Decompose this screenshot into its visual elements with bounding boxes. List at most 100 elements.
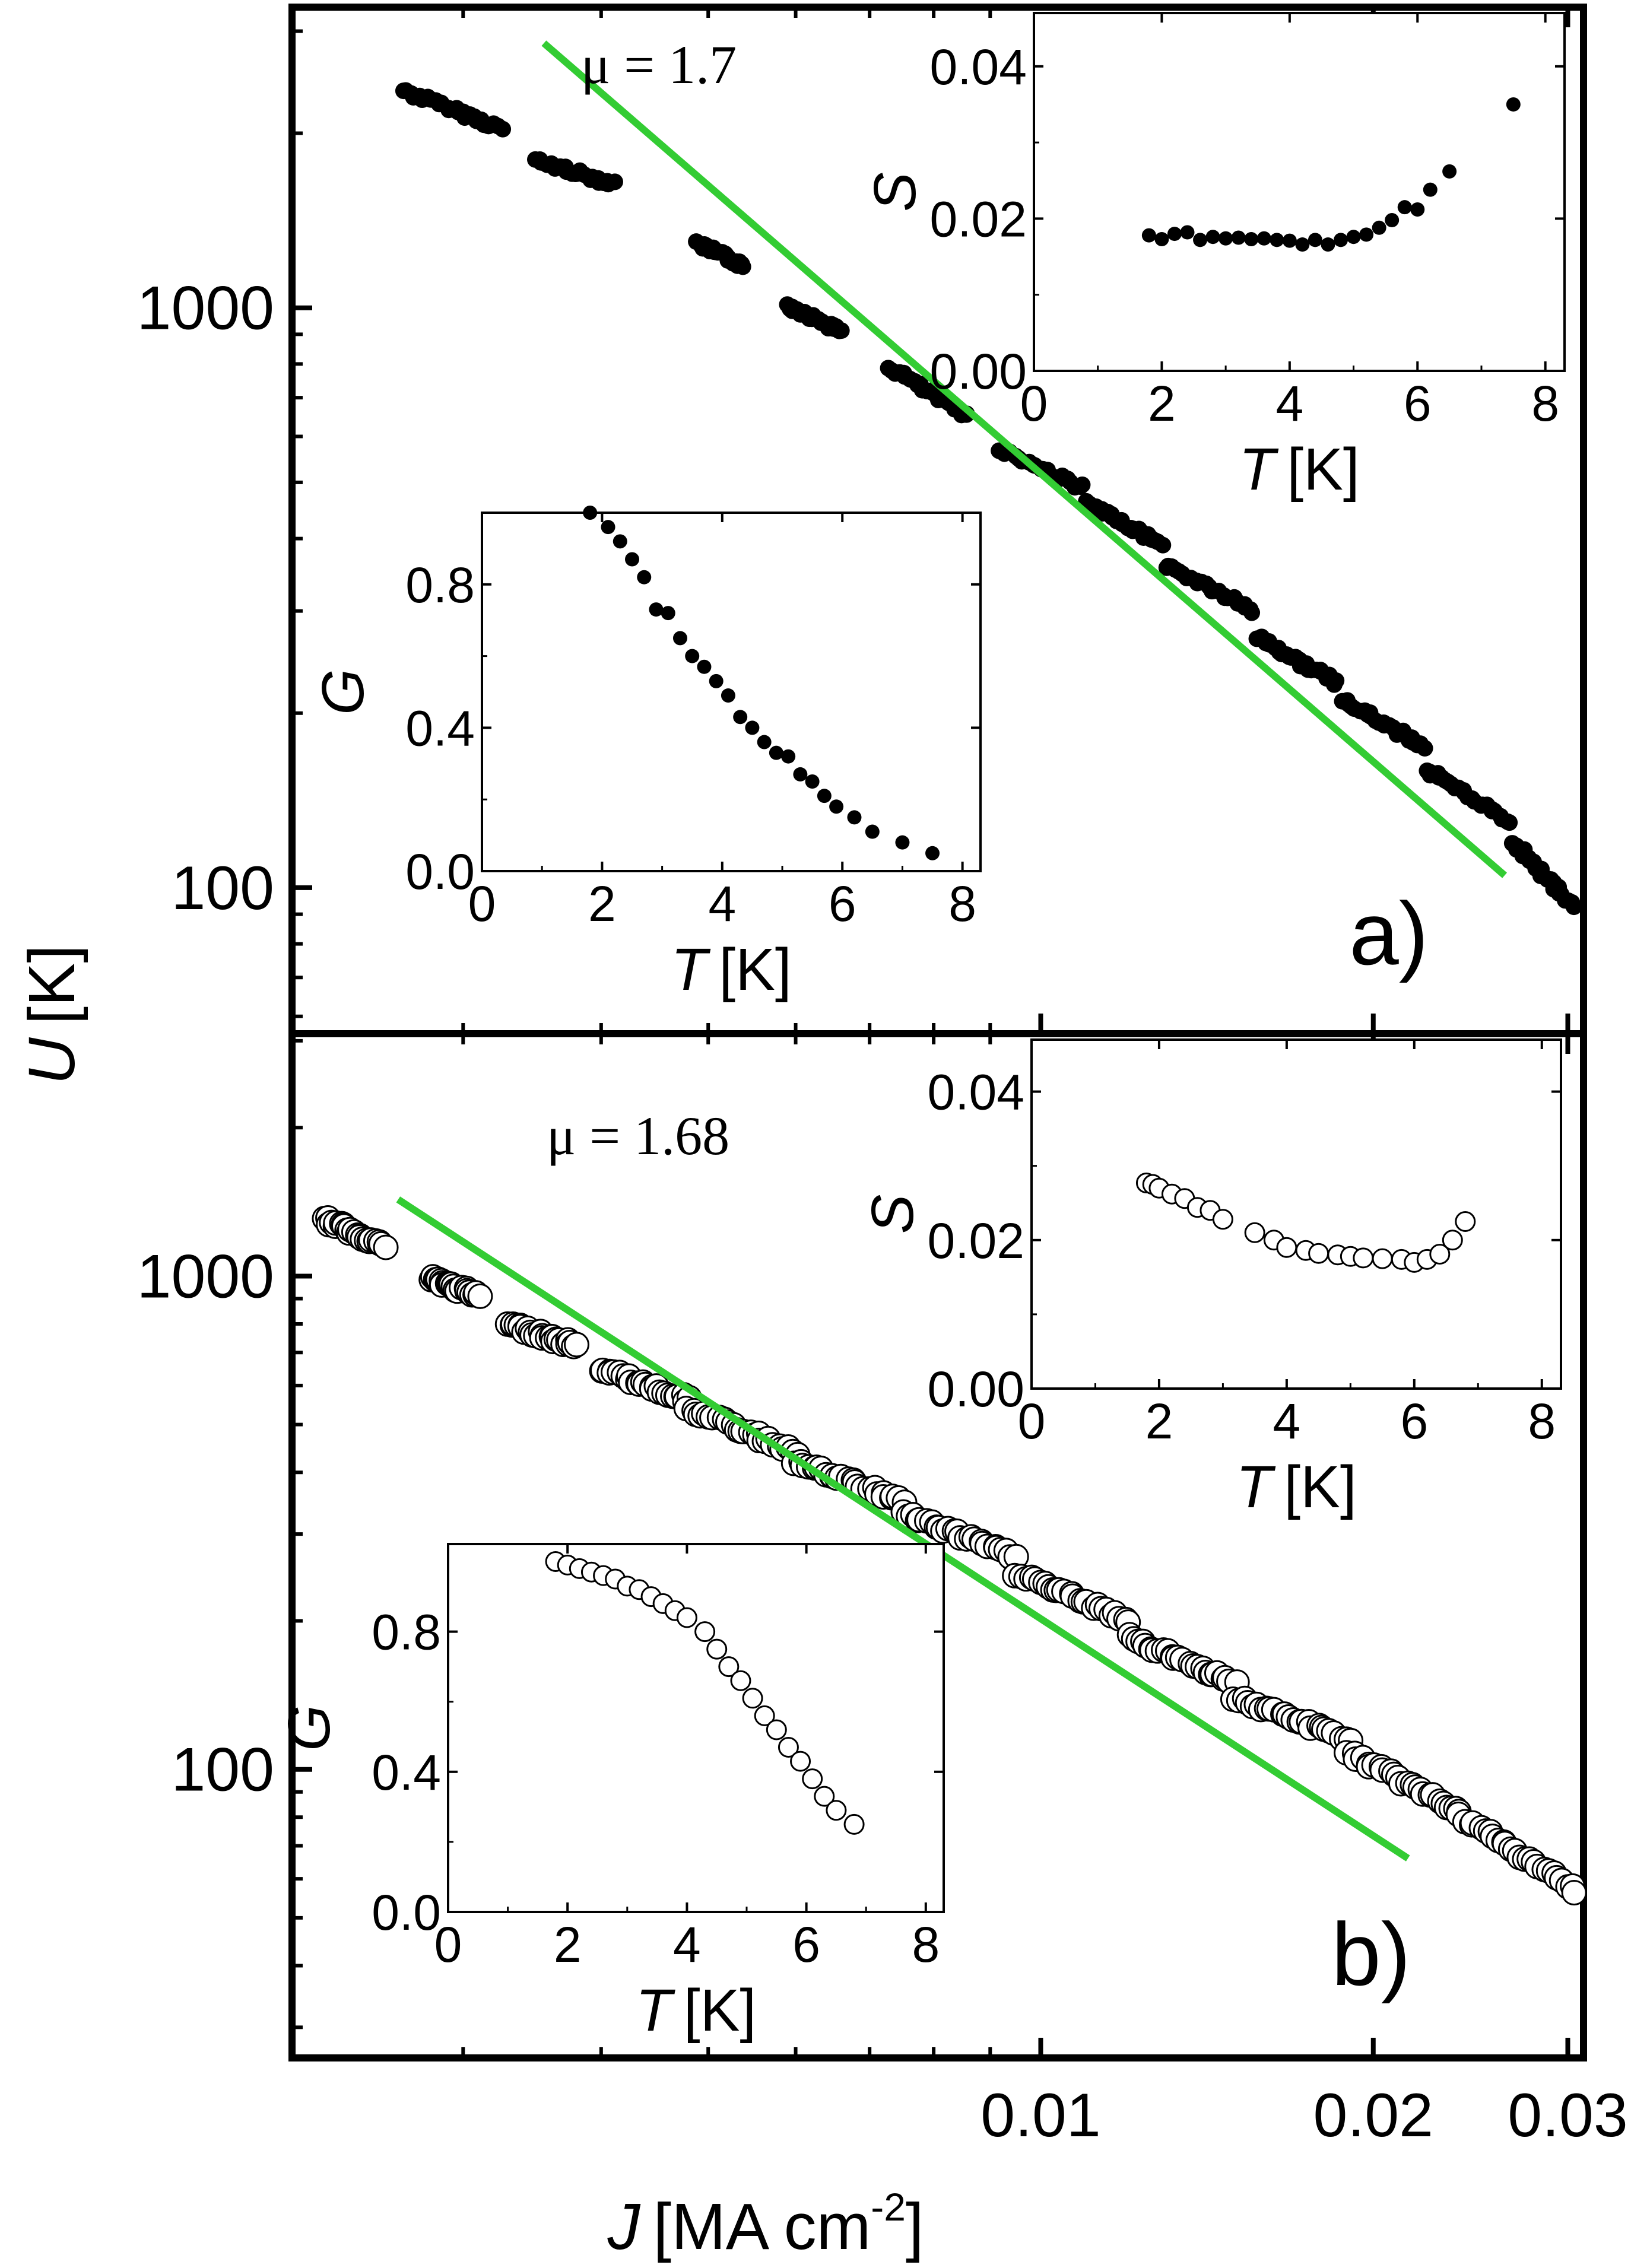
panel-a-inset-S-data-point	[1334, 233, 1348, 247]
x-tick-label: 0.03	[1508, 2081, 1627, 2150]
panel-b-inset-G-data-point	[843, 1813, 865, 1835]
panel-a-inset-G-data-point	[847, 810, 862, 825]
panel-a-inset-S-y-tick-label: 0.00	[930, 344, 1027, 399]
panel-b-inset-G-data-point	[676, 1607, 697, 1628]
panel-a-inset-G-y-tick-label: 0.0	[405, 844, 475, 900]
panel-a-inset-S-x-tick-label: 4	[1275, 376, 1303, 431]
panel-b-fit-line	[396, 1196, 1410, 1862]
panel-a-inset-G-data-point	[583, 506, 598, 520]
panel-a-inset-G-data-point	[625, 552, 640, 567]
panel-a-inset-S-data-point	[1141, 228, 1156, 243]
panel-a-inset-S-data-point	[1270, 233, 1284, 247]
panel-a-inset-S-y-tick-label: 0.02	[930, 191, 1027, 247]
panel-b-frame	[288, 1030, 1587, 2061]
panel-a-inset-G-data-point	[895, 835, 910, 850]
panel-b-inset-S-y-tick-label: 0.04	[928, 1065, 1025, 1120]
panel-b-inset-G-data-point	[754, 1705, 775, 1726]
panel-b-inset-G-data-point	[790, 1751, 811, 1772]
panel-a-data-point	[494, 120, 512, 138]
panel-a-inset-G-data-point	[613, 534, 627, 549]
panel-a-inset-S-y-axis-label: S	[862, 172, 928, 212]
panel-a-inset-G-y-tick-label: 0.4	[405, 700, 475, 756]
panel-a-inset-S-data-point	[1346, 230, 1361, 244]
panel-a-inset-G-data-point	[721, 688, 735, 703]
panel-b-inset-S-y-tick-label: 0.02	[928, 1213, 1025, 1269]
panel-a-inset-S-data-point	[1321, 237, 1335, 252]
panel-a-inset-G-x-tick-label: 0	[468, 876, 496, 932]
panel-b-panel-label: b)	[1331, 1904, 1410, 2004]
panel-b-inset-S-data-point	[1455, 1211, 1476, 1233]
panel-a-inset-S-data-point	[1308, 233, 1322, 247]
panel-b-inset-G-data-point	[778, 1736, 799, 1758]
panel-b-inset-G-data-point	[766, 1719, 787, 1740]
panel-a-inset-S-data-point	[1282, 233, 1297, 248]
panel-a-inset-G-x-tick-label: 2	[588, 876, 616, 932]
panel-b-inset-S-x-tick-label: 0	[1018, 1393, 1046, 1449]
panel-a-inset-S-data-point	[1423, 182, 1438, 197]
panel-b-inset-G-x-tick-label: 6	[792, 1917, 820, 1972]
panel-a-inset-G-data-point	[661, 606, 675, 621]
panel-b-inset-G-data-point	[826, 1800, 847, 1821]
shared-y-axis-label: U[K]	[15, 945, 88, 1085]
panel-b-data-point	[467, 1283, 493, 1309]
panel-b-inset-S-data-point	[1429, 1244, 1451, 1265]
panel-b-inset-S-x-axis-label: T [K]	[1236, 1454, 1356, 1520]
panel-a-inset-S-data-point	[1219, 231, 1233, 246]
panel-a-inset-G-data-point	[757, 735, 772, 749]
panel-a-inset-G-data-point	[793, 767, 808, 782]
panel-b-data-point	[564, 1332, 590, 1358]
panel-a-inset-G-data-point	[672, 631, 687, 646]
shared-x-axis-label: J [MA cm-2]	[607, 2185, 924, 2263]
panel-b-inset-G-data-point	[730, 1670, 751, 1691]
panel-a-inset-G-data-point	[865, 824, 880, 839]
panel-a-y-tick-label: 1000	[137, 274, 274, 343]
panel-a-fit-line	[541, 40, 1508, 878]
panel-b-inset-G-data-point	[742, 1688, 763, 1709]
panel-a-inset-G-data-point	[805, 774, 820, 789]
panel-a-inset-S-x-tick-label: 0	[1020, 376, 1048, 431]
panel-a-inset-G-x-tick-label: 4	[708, 876, 736, 932]
panel-a-inset-G-x-tick-label: 6	[829, 876, 856, 932]
panel-a-inset-G-x-axis-label: T [K]	[671, 936, 791, 1003]
panel-b-y-tick-label: 1000	[137, 1242, 274, 1311]
panel-a-inset-G-data-point	[685, 649, 700, 663]
panel-b-inset-S-frame	[1030, 1038, 1562, 1390]
panel-a-panel-label: a)	[1349, 884, 1428, 983]
panel-a-data-point	[1501, 814, 1518, 831]
panel-a-inset-G-data-point	[697, 659, 712, 674]
panel-a-inset-S-data-point	[1410, 202, 1425, 217]
panel-a-data-point	[734, 258, 751, 275]
panel-b-inset-S-y-tick-label: 0.00	[928, 1361, 1025, 1417]
panel-a-data-point	[830, 322, 848, 339]
panel-b-inset-G-data-point	[802, 1768, 823, 1790]
panel-a-inset-G-data-point	[745, 720, 760, 735]
panel-a-inset-S-data-point	[1442, 164, 1457, 179]
panel-a-inset-S-data-point	[1397, 200, 1412, 215]
panel-b-inset-G-data-point	[718, 1656, 740, 1678]
panel-a-inset-S-data-point	[1506, 97, 1521, 112]
panel-a-inset-S-x-tick-label: 2	[1148, 376, 1176, 431]
panel-b-data-point	[1561, 1880, 1587, 1906]
panel-a-inset-S-data-point	[1167, 227, 1182, 242]
panel-b-inset-G-x-tick-label: 4	[673, 1917, 701, 1972]
panel-a-inset-G-data-point	[601, 520, 615, 535]
panel-b-mu-annotation: μ = 1.68	[547, 1106, 729, 1166]
panel-a-inset-G-x-tick-label: 8	[948, 876, 976, 932]
panel-b-y-tick-label: 100	[171, 1736, 274, 1805]
panel-a-data-point	[606, 173, 623, 190]
panel-b-inset-G-data-point	[694, 1621, 716, 1643]
panel-b-inset-G-data-point	[814, 1786, 835, 1807]
panel-b-inset-G-y-tick-label: 0.4	[372, 1745, 441, 1800]
panel-b-inset-S-data-point	[1276, 1237, 1297, 1258]
panel-a-inset-S-data-point	[1154, 232, 1169, 247]
panel-a-inset-S-data-point	[1372, 220, 1386, 235]
panel-b-inset-S-data-point	[1442, 1230, 1463, 1251]
panel-a-data-point	[1328, 672, 1345, 689]
panel-b-inset-G-x-tick-label: 8	[912, 1917, 940, 1972]
panel-b-inset-S-x-tick-label: 8	[1528, 1393, 1556, 1449]
panel-a-inset-G-data-point	[733, 710, 748, 725]
panel-a-inset-G-data-point	[649, 602, 664, 617]
panel-a-data-point	[1565, 898, 1582, 916]
panel-a-inset-S-data-point	[1244, 232, 1259, 247]
